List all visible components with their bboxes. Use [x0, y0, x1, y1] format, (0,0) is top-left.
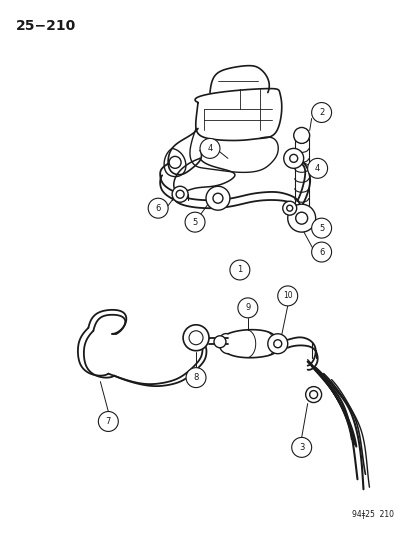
Text: 25−210: 25−210: [16, 19, 76, 33]
Circle shape: [206, 186, 229, 210]
Circle shape: [293, 127, 309, 143]
Text: 9: 9: [244, 303, 250, 312]
Circle shape: [295, 212, 307, 224]
Circle shape: [311, 102, 331, 123]
Text: 6: 6: [155, 204, 161, 213]
Circle shape: [214, 336, 225, 348]
Circle shape: [267, 334, 287, 354]
Circle shape: [237, 298, 257, 318]
Circle shape: [183, 325, 209, 351]
Circle shape: [277, 286, 297, 306]
Circle shape: [185, 212, 204, 232]
Circle shape: [273, 340, 281, 348]
Text: 1: 1: [237, 265, 242, 274]
Text: 6: 6: [318, 247, 323, 256]
Text: 8: 8: [193, 373, 198, 382]
Text: 94ǂ25  210: 94ǂ25 210: [351, 510, 394, 519]
Text: 10: 10: [282, 292, 292, 301]
Circle shape: [282, 201, 296, 215]
Circle shape: [309, 391, 317, 399]
Text: 7: 7: [105, 417, 111, 426]
Circle shape: [286, 205, 292, 211]
Circle shape: [291, 438, 311, 457]
Circle shape: [283, 148, 303, 168]
Circle shape: [229, 260, 249, 280]
Circle shape: [287, 204, 315, 232]
Circle shape: [305, 386, 321, 402]
Circle shape: [176, 190, 184, 198]
Circle shape: [199, 139, 219, 158]
Circle shape: [212, 193, 223, 203]
Circle shape: [98, 411, 118, 431]
Text: 4: 4: [207, 144, 212, 153]
Circle shape: [307, 158, 327, 179]
Circle shape: [311, 242, 331, 262]
Text: 4: 4: [314, 164, 320, 173]
Circle shape: [189, 331, 202, 345]
Circle shape: [185, 368, 206, 387]
Circle shape: [311, 218, 331, 238]
Circle shape: [148, 198, 168, 218]
Circle shape: [289, 155, 297, 163]
Circle shape: [294, 208, 308, 222]
Circle shape: [172, 186, 188, 202]
Text: 5: 5: [192, 217, 197, 227]
Text: 2: 2: [318, 108, 323, 117]
Text: 3: 3: [298, 443, 304, 452]
Text: 5: 5: [318, 224, 323, 232]
Circle shape: [169, 156, 180, 168]
